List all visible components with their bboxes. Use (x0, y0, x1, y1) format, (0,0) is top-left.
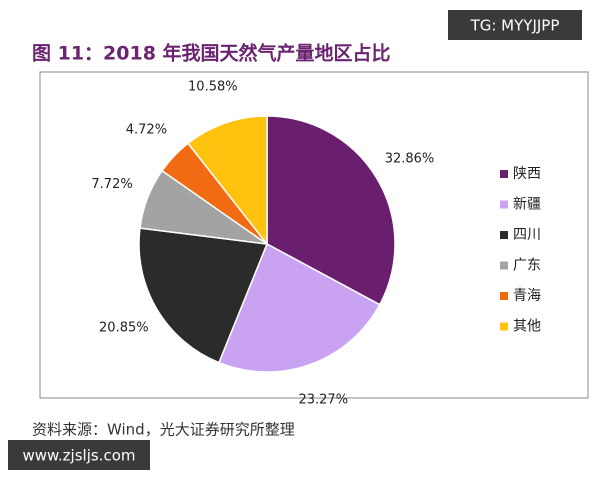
legend-label: 四川 (513, 227, 541, 243)
pie-slice (217, 242, 381, 373)
legend-swatch (500, 292, 508, 300)
legend-swatch (500, 261, 508, 270)
watermark: www.zjsljs.com (22, 447, 135, 465)
legend-swatch (500, 170, 508, 178)
legend-swatch (500, 322, 508, 331)
data-label: 10.58% (188, 80, 238, 95)
data-label: 20.85% (99, 321, 149, 336)
watermark-box (448, 10, 582, 40)
watermark-box (8, 440, 150, 470)
chart-title: 图 11：2018 年我国天然气产量地区占比 (32, 42, 391, 65)
legend-label: 新疆 (513, 197, 541, 213)
legend-swatch (500, 231, 508, 239)
source-note: 资料来源：Wind，光大证券研究所整理 (32, 421, 295, 439)
pie-slice (186, 115, 268, 247)
pie-slice (266, 115, 396, 306)
data-label: 23.27% (298, 393, 348, 408)
legend-label: 其他 (513, 319, 541, 335)
data-label: 32.86% (385, 151, 435, 166)
chart-frame (39, 71, 589, 399)
watermark: TG: MYYJJPP (470, 17, 560, 35)
data-label: 7.72% (91, 177, 132, 192)
legend-label: 青海 (513, 288, 541, 304)
legend-label: 广东 (513, 258, 541, 274)
pie-slice (138, 227, 269, 364)
legend-label: 陕西 (513, 166, 541, 182)
data-label: 4.72% (126, 122, 167, 137)
legend-swatch (500, 200, 508, 209)
